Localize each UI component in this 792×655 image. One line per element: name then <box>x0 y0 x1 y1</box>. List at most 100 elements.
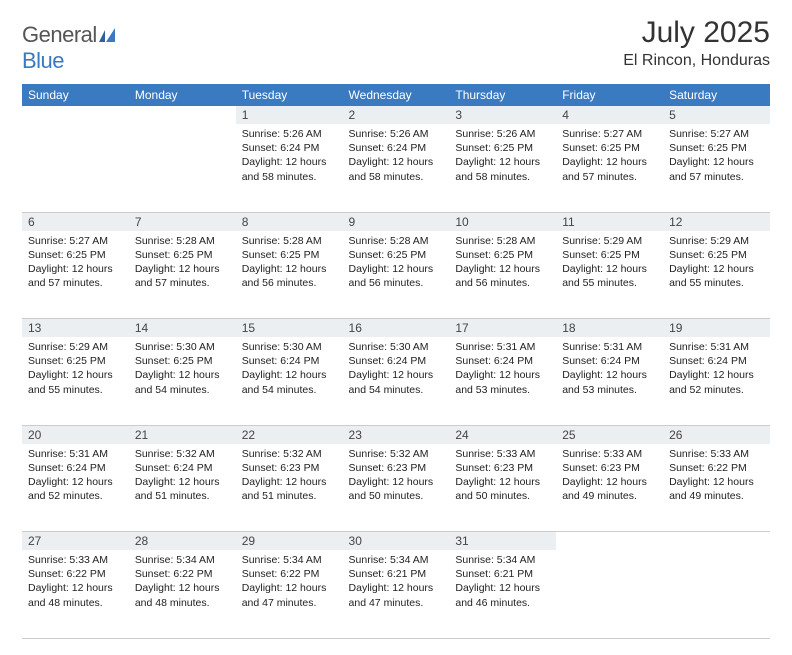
day-content-cell: Sunrise: 5:31 AMSunset: 6:24 PMDaylight:… <box>22 444 129 532</box>
day-number: 8 <box>236 213 343 231</box>
day-content-cell <box>22 124 129 212</box>
day-content-cell: Sunrise: 5:29 AMSunset: 6:25 PMDaylight:… <box>22 337 129 425</box>
day-number-cell: 18 <box>556 319 663 338</box>
day-number-row: 20212223242526 <box>22 425 770 444</box>
day-details: Sunrise: 5:34 AMSunset: 6:21 PMDaylight:… <box>343 550 450 616</box>
day-content-cell <box>663 550 770 638</box>
day-number: 26 <box>663 426 770 444</box>
day-details: Sunrise: 5:33 AMSunset: 6:22 PMDaylight:… <box>663 444 770 510</box>
day-details: Sunrise: 5:29 AMSunset: 6:25 PMDaylight:… <box>556 231 663 297</box>
day-number-cell: 27 <box>22 532 129 551</box>
day-content-cell: Sunrise: 5:32 AMSunset: 6:23 PMDaylight:… <box>236 444 343 532</box>
day-number: 2 <box>343 106 450 124</box>
day-details: Sunrise: 5:27 AMSunset: 6:25 PMDaylight:… <box>22 231 129 297</box>
day-number-cell: 22 <box>236 425 343 444</box>
day-number: 22 <box>236 426 343 444</box>
brand-part1: General <box>22 22 97 47</box>
day-details: Sunrise: 5:33 AMSunset: 6:23 PMDaylight:… <box>556 444 663 510</box>
day-content-cell: Sunrise: 5:33 AMSunset: 6:22 PMDaylight:… <box>22 550 129 638</box>
day-number: 19 <box>663 319 770 337</box>
day-number-cell: 28 <box>129 532 236 551</box>
day-content-cell: Sunrise: 5:34 AMSunset: 6:22 PMDaylight:… <box>236 550 343 638</box>
day-details: Sunrise: 5:30 AMSunset: 6:25 PMDaylight:… <box>129 337 236 403</box>
day-content-cell: Sunrise: 5:30 AMSunset: 6:24 PMDaylight:… <box>236 337 343 425</box>
day-number-cell: 10 <box>449 212 556 231</box>
day-number-row: 6789101112 <box>22 212 770 231</box>
day-number-cell <box>556 532 663 551</box>
month-title: July 2025 <box>623 16 770 50</box>
day-number: 24 <box>449 426 556 444</box>
day-number-cell: 25 <box>556 425 663 444</box>
day-content-cell: Sunrise: 5:27 AMSunset: 6:25 PMDaylight:… <box>556 124 663 212</box>
logo-text: General Blue <box>22 22 119 74</box>
day-content-cell: Sunrise: 5:28 AMSunset: 6:25 PMDaylight:… <box>449 231 556 319</box>
day-number-cell: 8 <box>236 212 343 231</box>
day-number-cell: 4 <box>556 106 663 124</box>
day-content-cell: Sunrise: 5:26 AMSunset: 6:24 PMDaylight:… <box>343 124 450 212</box>
weekday-header: Sunday <box>22 84 129 106</box>
day-content-cell: Sunrise: 5:27 AMSunset: 6:25 PMDaylight:… <box>22 231 129 319</box>
day-content-cell: Sunrise: 5:32 AMSunset: 6:23 PMDaylight:… <box>343 444 450 532</box>
day-details: Sunrise: 5:26 AMSunset: 6:24 PMDaylight:… <box>343 124 450 190</box>
day-number-cell: 5 <box>663 106 770 124</box>
weekday-header: Wednesday <box>343 84 450 106</box>
location: El Rincon, Honduras <box>623 52 770 70</box>
day-details: Sunrise: 5:32 AMSunset: 6:23 PMDaylight:… <box>236 444 343 510</box>
day-content-row: Sunrise: 5:26 AMSunset: 6:24 PMDaylight:… <box>22 124 770 212</box>
day-content-cell <box>129 124 236 212</box>
day-number-cell: 6 <box>22 212 129 231</box>
day-number-cell: 17 <box>449 319 556 338</box>
day-number: 23 <box>343 426 450 444</box>
day-content-cell: Sunrise: 5:31 AMSunset: 6:24 PMDaylight:… <box>663 337 770 425</box>
day-content-row: Sunrise: 5:31 AMSunset: 6:24 PMDaylight:… <box>22 444 770 532</box>
calendar-body: 12345Sunrise: 5:26 AMSunset: 6:24 PMDayl… <box>22 106 770 638</box>
day-details: Sunrise: 5:31 AMSunset: 6:24 PMDaylight:… <box>22 444 129 510</box>
day-number: 28 <box>129 532 236 550</box>
day-content-cell: Sunrise: 5:33 AMSunset: 6:22 PMDaylight:… <box>663 444 770 532</box>
day-number: 17 <box>449 319 556 337</box>
day-content-cell: Sunrise: 5:29 AMSunset: 6:25 PMDaylight:… <box>556 231 663 319</box>
day-number-cell: 11 <box>556 212 663 231</box>
day-details: Sunrise: 5:32 AMSunset: 6:24 PMDaylight:… <box>129 444 236 510</box>
day-number-cell: 13 <box>22 319 129 338</box>
day-number-cell: 29 <box>236 532 343 551</box>
day-number: 25 <box>556 426 663 444</box>
day-number: 18 <box>556 319 663 337</box>
flag-icon <box>99 29 119 46</box>
day-content-cell: Sunrise: 5:34 AMSunset: 6:21 PMDaylight:… <box>449 550 556 638</box>
day-number-cell <box>663 532 770 551</box>
day-content-cell: Sunrise: 5:31 AMSunset: 6:24 PMDaylight:… <box>556 337 663 425</box>
weekday-header: Saturday <box>663 84 770 106</box>
day-number: 30 <box>343 532 450 550</box>
day-content-cell: Sunrise: 5:29 AMSunset: 6:25 PMDaylight:… <box>663 231 770 319</box>
day-number-cell: 15 <box>236 319 343 338</box>
day-content-row: Sunrise: 5:27 AMSunset: 6:25 PMDaylight:… <box>22 231 770 319</box>
day-details: Sunrise: 5:28 AMSunset: 6:25 PMDaylight:… <box>449 231 556 297</box>
day-number-cell: 1 <box>236 106 343 124</box>
day-details: Sunrise: 5:34 AMSunset: 6:22 PMDaylight:… <box>236 550 343 616</box>
day-content-cell: Sunrise: 5:30 AMSunset: 6:24 PMDaylight:… <box>343 337 450 425</box>
day-number-cell: 16 <box>343 319 450 338</box>
title-block: July 2025 El Rincon, Honduras <box>623 16 770 70</box>
day-number: 27 <box>22 532 129 550</box>
day-number-cell: 14 <box>129 319 236 338</box>
day-number: 11 <box>556 213 663 231</box>
day-details: Sunrise: 5:28 AMSunset: 6:25 PMDaylight:… <box>129 231 236 297</box>
day-details: Sunrise: 5:27 AMSunset: 6:25 PMDaylight:… <box>663 124 770 190</box>
day-number-cell: 26 <box>663 425 770 444</box>
day-details: Sunrise: 5:34 AMSunset: 6:22 PMDaylight:… <box>129 550 236 616</box>
day-number-row: 12345 <box>22 106 770 124</box>
day-content-cell: Sunrise: 5:32 AMSunset: 6:24 PMDaylight:… <box>129 444 236 532</box>
weekday-header: Tuesday <box>236 84 343 106</box>
day-number-cell: 20 <box>22 425 129 444</box>
day-content-cell: Sunrise: 5:34 AMSunset: 6:21 PMDaylight:… <box>343 550 450 638</box>
day-details: Sunrise: 5:30 AMSunset: 6:24 PMDaylight:… <box>236 337 343 403</box>
day-content-cell <box>556 550 663 638</box>
day-number: 13 <box>22 319 129 337</box>
weekday-header: Monday <box>129 84 236 106</box>
day-number: 10 <box>449 213 556 231</box>
day-details: Sunrise: 5:34 AMSunset: 6:21 PMDaylight:… <box>449 550 556 616</box>
brand-logo: General Blue <box>22 22 119 74</box>
day-details: Sunrise: 5:33 AMSunset: 6:23 PMDaylight:… <box>449 444 556 510</box>
day-number-cell <box>22 106 129 124</box>
